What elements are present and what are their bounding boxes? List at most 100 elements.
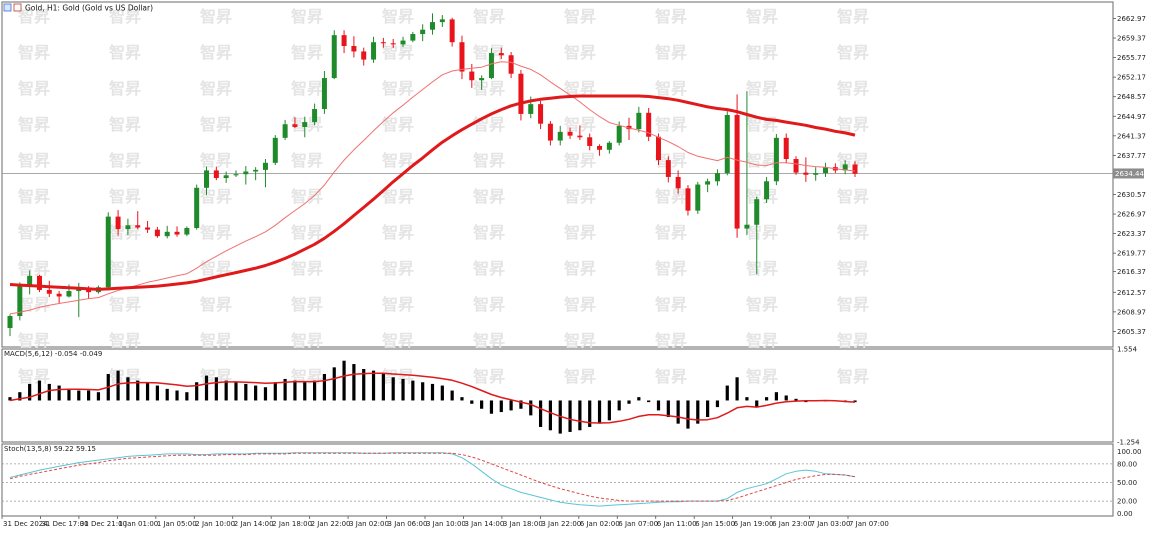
watermark-logo: 智昇 [18, 295, 50, 314]
candle[interactable] [459, 35, 465, 80]
macd-panel[interactable]: MACD(5,6,12) -0.054 -0.049 [4, 350, 857, 434]
candle-body [577, 135, 583, 138]
candle[interactable] [361, 47, 367, 66]
candle[interactable] [17, 282, 23, 321]
candle[interactable] [567, 127, 573, 139]
candle[interactable] [105, 212, 111, 291]
watermark-logo: 智昇 [200, 187, 232, 206]
candle[interactable] [734, 94, 740, 238]
candle[interactable] [194, 184, 200, 230]
candle[interactable] [27, 270, 33, 295]
candle[interactable] [705, 178, 711, 193]
candle[interactable] [371, 36, 377, 63]
candle[interactable] [233, 170, 239, 177]
candle[interactable] [646, 107, 652, 142]
candle[interactable] [262, 159, 268, 188]
candle[interactable] [557, 125, 563, 146]
candle[interactable] [449, 17, 455, 47]
candle[interactable] [223, 171, 229, 183]
candle[interactable] [253, 167, 259, 181]
candle[interactable] [587, 133, 593, 151]
candle[interactable] [577, 125, 583, 140]
candle[interactable] [823, 162, 829, 177]
candle-body [764, 181, 770, 200]
candle[interactable] [292, 117, 298, 129]
candle[interactable] [380, 37, 386, 48]
candle[interactable] [685, 185, 691, 216]
candle[interactable] [842, 160, 848, 175]
candle[interactable] [606, 141, 612, 154]
candle[interactable] [410, 31, 416, 43]
candle-body [793, 159, 799, 173]
candle[interactable] [518, 69, 524, 121]
candle[interactable] [282, 119, 288, 140]
candle[interactable] [400, 36, 406, 48]
candle[interactable] [783, 133, 789, 164]
watermark-logo: 智昇 [564, 151, 596, 170]
candle[interactable] [56, 291, 62, 303]
candle[interactable] [714, 169, 720, 186]
candle[interactable] [754, 196, 760, 275]
watermark-logo: 智昇 [655, 7, 687, 26]
candle[interactable] [115, 210, 121, 236]
time-axis-label: 3 Jan 14:00 [464, 520, 504, 528]
candle[interactable] [597, 144, 603, 156]
watermark-logo: 智昇 [655, 79, 687, 98]
candle[interactable] [439, 15, 445, 27]
candle[interactable] [145, 220, 151, 233]
watermark-logo: 智昇 [382, 7, 414, 26]
watermark-logo: 智昇 [564, 259, 596, 278]
candle-body [56, 293, 62, 297]
candle[interactable] [312, 103, 318, 126]
candle[interactable] [272, 135, 278, 165]
candle[interactable] [204, 166, 210, 195]
watermark-logo: 智昇 [564, 79, 596, 98]
candle[interactable] [764, 176, 770, 204]
candle[interactable] [302, 116, 308, 138]
candle-body [479, 78, 485, 81]
candle[interactable] [508, 51, 514, 79]
candle[interactable] [154, 226, 160, 238]
candle[interactable] [695, 181, 701, 214]
candle[interactable] [773, 134, 779, 186]
candle[interactable] [321, 71, 327, 114]
candle[interactable] [135, 211, 141, 230]
candle[interactable] [390, 38, 396, 49]
candle-body [616, 125, 622, 143]
candle[interactable] [430, 13, 435, 35]
candle[interactable] [479, 75, 485, 91]
candle[interactable] [331, 30, 337, 80]
candle[interactable] [852, 161, 858, 177]
price-panel[interactable] [2, 13, 1113, 337]
candle[interactable] [125, 218, 131, 236]
candle-body [488, 53, 494, 79]
watermark-logo: 智昇 [746, 331, 778, 350]
candle[interactable] [243, 166, 249, 185]
chart-window-icon[interactable] [3, 3, 12, 12]
candle[interactable] [793, 156, 799, 175]
candle[interactable] [351, 36, 357, 58]
candle[interactable] [164, 225, 170, 239]
candle[interactable] [498, 47, 504, 60]
candle[interactable] [724, 111, 730, 176]
candle[interactable] [213, 166, 219, 181]
candle[interactable] [7, 314, 13, 337]
candle[interactable] [675, 170, 681, 194]
candle[interactable] [174, 226, 180, 237]
candle[interactable] [655, 133, 661, 165]
candle[interactable] [36, 274, 42, 293]
candle[interactable] [46, 280, 52, 298]
macd-histogram-bar [155, 385, 159, 401]
candle[interactable] [803, 157, 809, 182]
candle[interactable] [665, 156, 671, 183]
candle[interactable] [420, 24, 426, 42]
stochastic-panel[interactable]: Stoch(13,5,8) 59.22 59.15 [2, 445, 1113, 507]
candle[interactable] [341, 30, 347, 54]
trade-icon[interactable] [13, 3, 22, 12]
candle[interactable] [636, 106, 642, 133]
candle[interactable] [538, 100, 544, 130]
candle[interactable] [184, 226, 190, 237]
candle[interactable] [813, 167, 819, 181]
candle[interactable] [547, 120, 553, 146]
